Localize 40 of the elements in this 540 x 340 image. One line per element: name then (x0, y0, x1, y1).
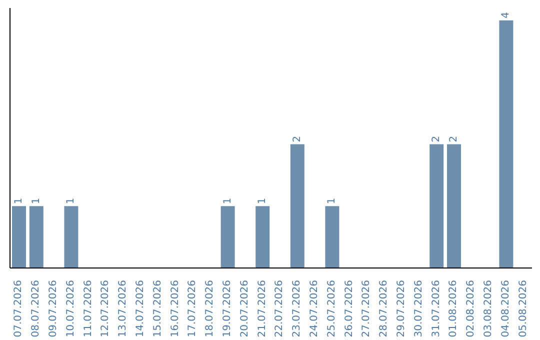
x-tick-label: 04.08.2026 (500, 280, 512, 338)
x-tick-label: 22.07.2026 (274, 280, 286, 338)
x-tick-label: 27.07.2026 (361, 280, 372, 338)
x-tick-label: 18.07.2026 (204, 280, 216, 338)
x-tick-label: 25.07.2026 (326, 280, 338, 338)
data-label: 2 (431, 136, 442, 142)
x-tick-label: 12.07.2026 (100, 280, 112, 338)
x-tick-label: 03.08.2026 (483, 280, 494, 338)
x-tick-label: 21.07.2026 (256, 280, 268, 338)
data-label: 4 (500, 12, 512, 18)
x-tick-label: 26.07.2026 (344, 280, 355, 338)
x-tick-label: 07.07.2026 (13, 280, 24, 338)
x-tick-label: 09.07.2026 (48, 280, 59, 338)
x-tick-label: 15.07.2026 (152, 280, 164, 338)
x-tick-label: 30.07.2026 (413, 280, 424, 338)
data-label: 1 (30, 198, 42, 204)
x-tick-label: 05.08.2026 (518, 280, 529, 338)
x-tick-label: 16.07.2026 (170, 280, 181, 338)
x-tick-label: 11.07.2026 (82, 280, 94, 338)
x-tick-label: 28.07.2026 (378, 280, 390, 338)
data-label: 1 (222, 198, 234, 204)
data-label: 2 (448, 136, 460, 142)
x-tick-label: 01.08.2026 (448, 280, 460, 338)
x-tick-label: 13.07.2026 (118, 280, 129, 338)
data-label: 1 (257, 198, 268, 204)
x-tick-label: 08.07.2026 (30, 280, 42, 338)
data-label: 1 (66, 198, 77, 204)
x-tick-label: 31.07.2026 (430, 280, 442, 338)
data-label: 1 (326, 198, 338, 204)
x-tick-label: 29.07.2026 (396, 280, 407, 338)
x-tick-label: 20.07.2026 (239, 280, 250, 338)
data-label: 2 (292, 136, 303, 142)
x-tick-label: 10.07.2026 (65, 280, 76, 338)
x-tick-label: 02.08.2026 (466, 280, 477, 338)
x-tick-label: 14.07.2026 (135, 280, 146, 338)
x-tick-label: 23.07.2026 (292, 280, 303, 338)
x-tick-label: 24.07.2026 (309, 280, 320, 338)
data-label: 1 (14, 198, 24, 204)
x-tick-label: 19.07.2026 (222, 280, 233, 338)
x-tick-label: 17.07.2026 (187, 280, 198, 338)
